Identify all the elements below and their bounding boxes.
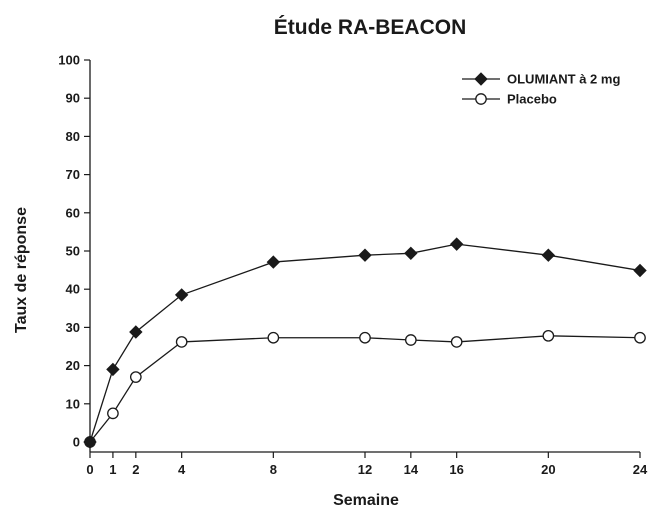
x-tick-label: 4 bbox=[178, 462, 186, 477]
series-line bbox=[89, 335, 641, 443]
y-tick-label: 30 bbox=[66, 320, 80, 335]
data-point-diamond bbox=[474, 72, 488, 86]
x-tick-label: 12 bbox=[358, 462, 372, 477]
data-point-circle bbox=[475, 93, 487, 105]
chart-title: Étude RA-BEACON bbox=[274, 16, 467, 39]
x-tick-label: 2 bbox=[132, 462, 139, 477]
y-tick-label: 100 bbox=[58, 53, 80, 68]
legend-label: OLUMIANT à 2 mg bbox=[507, 72, 620, 87]
y-tick-label: 90 bbox=[66, 91, 80, 106]
data-point-circle bbox=[129, 371, 142, 383]
y-tick-label: 10 bbox=[66, 396, 80, 411]
data-point-diamond bbox=[449, 237, 464, 251]
data-point-diamond bbox=[541, 248, 556, 262]
x-axis-label: Semaine bbox=[333, 492, 399, 509]
x-tick-label: 16 bbox=[449, 462, 463, 477]
data-point-circle bbox=[404, 334, 417, 346]
data-point-circle bbox=[450, 336, 463, 348]
data-point-diamond bbox=[358, 248, 372, 262]
series-olumiant bbox=[83, 237, 647, 449]
legend: OLUMIANT à 2 mg Placebo bbox=[462, 72, 620, 107]
data-point-diamond bbox=[106, 362, 120, 377]
data-point-circle bbox=[107, 407, 119, 420]
data-point-circle bbox=[175, 336, 188, 348]
x-tick-label: 1 bbox=[109, 462, 116, 477]
y-tick-label: 80 bbox=[66, 129, 80, 144]
y-tick-label: 60 bbox=[66, 205, 80, 220]
series-line bbox=[89, 243, 641, 443]
legend-item: Placebo bbox=[462, 92, 557, 107]
series-layer bbox=[83, 237, 647, 449]
y-tick-label: 40 bbox=[66, 282, 80, 297]
data-point-circle bbox=[634, 331, 646, 344]
y-tick-label: 70 bbox=[66, 167, 80, 182]
y-tick-label: 0 bbox=[73, 435, 80, 450]
legend-label: Placebo bbox=[507, 92, 557, 107]
y-tick-label: 50 bbox=[66, 244, 80, 259]
x-tick-label: 8 bbox=[270, 462, 277, 477]
series-placebo bbox=[84, 329, 646, 448]
data-point-diamond bbox=[633, 263, 647, 278]
x-tick-label: 0 bbox=[86, 462, 93, 477]
data-point-circle bbox=[542, 329, 555, 342]
data-point-diamond bbox=[129, 325, 143, 339]
data-point-diamond bbox=[266, 255, 281, 269]
y-axis-label: Taux de réponse bbox=[13, 207, 30, 333]
data-point-diamond bbox=[404, 246, 418, 260]
legend-item: OLUMIANT à 2 mg bbox=[462, 72, 620, 87]
y-tick-label: 20 bbox=[66, 358, 80, 373]
data-point-diamond bbox=[174, 288, 189, 302]
data-point-circle bbox=[359, 331, 371, 344]
x-tick-label: 14 bbox=[404, 462, 419, 477]
data-point-circle bbox=[267, 331, 280, 344]
x-tick-label: 24 bbox=[633, 462, 648, 477]
x-tick-label: 20 bbox=[541, 462, 555, 477]
data-point-diamond bbox=[83, 435, 97, 449]
